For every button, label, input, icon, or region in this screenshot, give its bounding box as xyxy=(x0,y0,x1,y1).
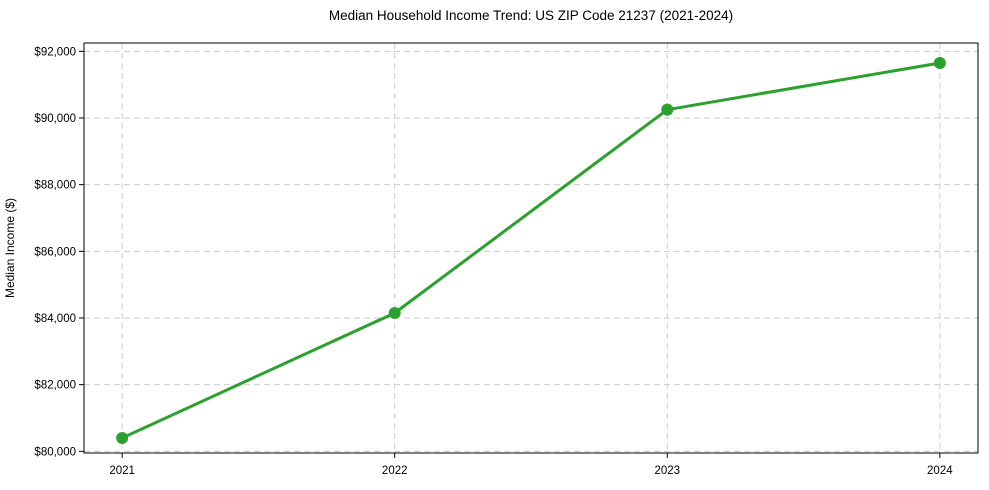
x-tick-label: 2024 xyxy=(927,465,953,477)
x-tick-label: 2022 xyxy=(382,465,408,477)
data-point-2021 xyxy=(116,432,129,444)
x-tick-label: 2021 xyxy=(109,465,135,477)
y-tick-label: $84,000 xyxy=(34,313,76,325)
y-tick-label: $92,000 xyxy=(34,46,76,58)
data-point-2023 xyxy=(661,103,674,116)
income-trend-line xyxy=(120,61,942,440)
y-tick-label: $82,000 xyxy=(34,380,76,392)
chart-title: Median Household Income Trend: US ZIP Co… xyxy=(328,8,734,23)
plot-border xyxy=(83,42,979,454)
y-tick-label: $90,000 xyxy=(34,113,76,125)
data-point-2024 xyxy=(933,57,946,69)
data-point-2022 xyxy=(388,307,401,319)
y-tick-label: $80,000 xyxy=(34,446,76,458)
y-tick-label: $88,000 xyxy=(34,180,76,192)
x-tick-label: 2023 xyxy=(654,465,680,477)
y-tick-label: $86,000 xyxy=(34,246,76,258)
